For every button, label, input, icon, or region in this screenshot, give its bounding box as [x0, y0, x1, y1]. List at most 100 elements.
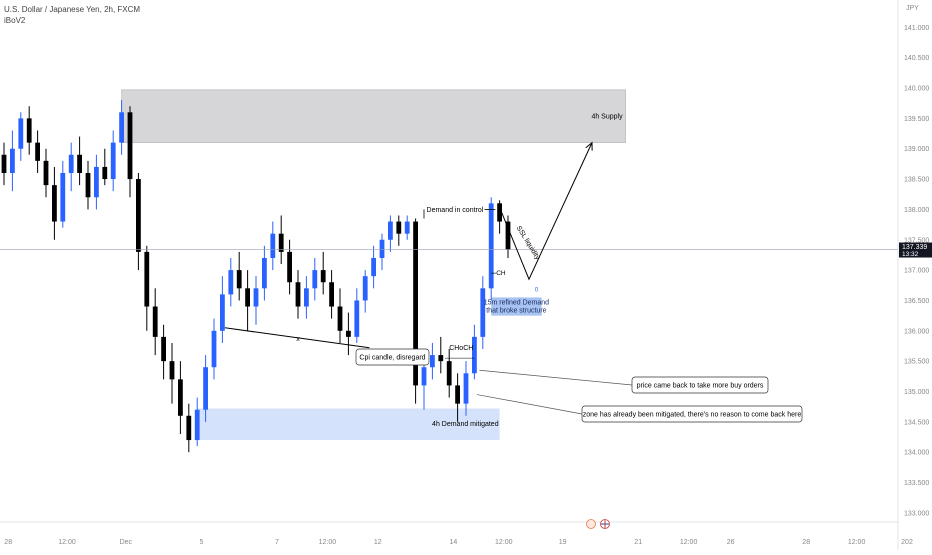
zero-label: 0 [535, 287, 539, 293]
candle-body [94, 166, 99, 198]
x-tick-label: 14 [450, 539, 458, 546]
demand-zone-label: 4h Demand mitigated [432, 421, 499, 428]
candle-body [127, 112, 133, 180]
demand-in-control-label: Demand in control [427, 207, 484, 214]
candle-body [136, 179, 141, 252]
candle-body [304, 288, 309, 307]
x-tick-label: 28 [4, 539, 12, 546]
candle-body [68, 154, 74, 173]
candles [1, 100, 511, 453]
ssl-liquidity-label: SSL liquidity [515, 225, 541, 262]
supply-zone-label: 4h Supply [591, 114, 623, 121]
candle-body [480, 288, 486, 337]
y-tick-label: 141.000 [904, 25, 929, 32]
liquidity-trendline [224, 327, 370, 349]
candle-body [278, 233, 284, 252]
chart-header: U.S. Dollar / Japanese Yen, 2h, FXCM iBo… [4, 4, 140, 26]
candle-body [455, 385, 460, 404]
y-tick-label: 133.000 [904, 510, 929, 517]
x-tick-label: 12:00 [680, 539, 698, 546]
candle-body [220, 294, 225, 331]
candle-body [472, 336, 477, 374]
x-tick-label: 26 [727, 539, 735, 546]
candle-body [337, 306, 343, 331]
candle-body [362, 276, 368, 301]
refined-demand-line2: that broke structure [486, 307, 546, 314]
candle-body [211, 330, 217, 368]
cpi-callout-box [355, 348, 430, 366]
candle-body [203, 367, 208, 410]
y-tick-label: 136.000 [904, 328, 929, 335]
candle-body [320, 270, 326, 283]
cpi-callout-text: Cpi candle, disregard [359, 355, 425, 362]
x-tick-label: 12:00 [319, 539, 337, 546]
candle-body [52, 185, 57, 222]
candle-body [236, 270, 242, 289]
candle-body [110, 142, 116, 180]
x-tick-label: 12:00 [848, 539, 866, 546]
candle-body [10, 148, 15, 173]
candle-body [287, 251, 292, 283]
candle-body [186, 415, 192, 441]
candle-body [404, 221, 410, 234]
x-mark-label: x [296, 336, 300, 343]
candle-body [463, 373, 469, 404]
choch-label: CHoCH [449, 345, 473, 352]
mitigated-callout-box [581, 405, 803, 423]
candle-body [85, 172, 91, 198]
last-price-value: 137.339 [902, 244, 927, 251]
candle-body [505, 221, 511, 250]
mitigated-callout-pointer [476, 394, 583, 415]
candle-body [446, 361, 452, 386]
x-tick-label: 7 [275, 539, 279, 546]
candle-body [371, 257, 376, 277]
candle-body [379, 239, 385, 258]
candle-body [354, 300, 360, 337]
price-back-callout-text: price came back to take more buy orders [637, 383, 764, 390]
y-tick-label: 140.500 [904, 55, 929, 62]
x-tick-label: 202 [901, 539, 913, 546]
candle-body [102, 166, 108, 180]
y-tick-label: 137.000 [904, 268, 929, 275]
candle-body [18, 118, 24, 149]
supply-zone [121, 89, 626, 143]
last-price-badge [899, 242, 932, 258]
y-tick-label: 140.000 [904, 86, 929, 93]
candle-body [1, 154, 7, 173]
candle-body [497, 203, 502, 222]
candle-body [161, 336, 166, 362]
annotation-lines [0, 141, 898, 415]
candle-body [245, 288, 250, 307]
currency-label: JPY [906, 5, 919, 12]
y-tick-label: 136.500 [904, 298, 929, 305]
x-tick-label: 28 [802, 539, 810, 546]
candle-body [169, 361, 175, 380]
y-tick-label: 138.500 [904, 177, 929, 184]
projection-arrowhead [585, 141, 593, 151]
annotation-text: x Demand in control SSL liquidity 0 CH CHoCH 1… [296, 114, 803, 428]
indicator-label[interactable]: iBoV2 [4, 16, 26, 25]
candle-body [178, 379, 183, 416]
y-tick-label: 137.500 [904, 237, 929, 244]
candle-body [430, 355, 435, 368]
y-tick-label: 139.500 [904, 116, 929, 123]
y-tick-label: 138.000 [904, 207, 929, 214]
x-tick-label: 19 [559, 539, 567, 546]
candle-body [388, 221, 393, 240]
demand-zone-mitigated [197, 408, 500, 441]
candle-body [312, 270, 318, 289]
symbol-title[interactable]: U.S. Dollar / Japanese Yen, 2h, FXCM [4, 5, 141, 14]
projection-path [497, 142, 593, 281]
candle-body [253, 288, 259, 307]
candle-body [438, 355, 444, 362]
candle-body [152, 306, 158, 337]
candle-body [270, 233, 276, 258]
candle-body [228, 270, 234, 295]
candle-body [413, 221, 418, 386]
x-tick-label: 12 [374, 539, 382, 546]
y-tick-label: 139.000 [904, 146, 929, 153]
candle-body [119, 112, 124, 143]
candle-body [60, 172, 66, 222]
